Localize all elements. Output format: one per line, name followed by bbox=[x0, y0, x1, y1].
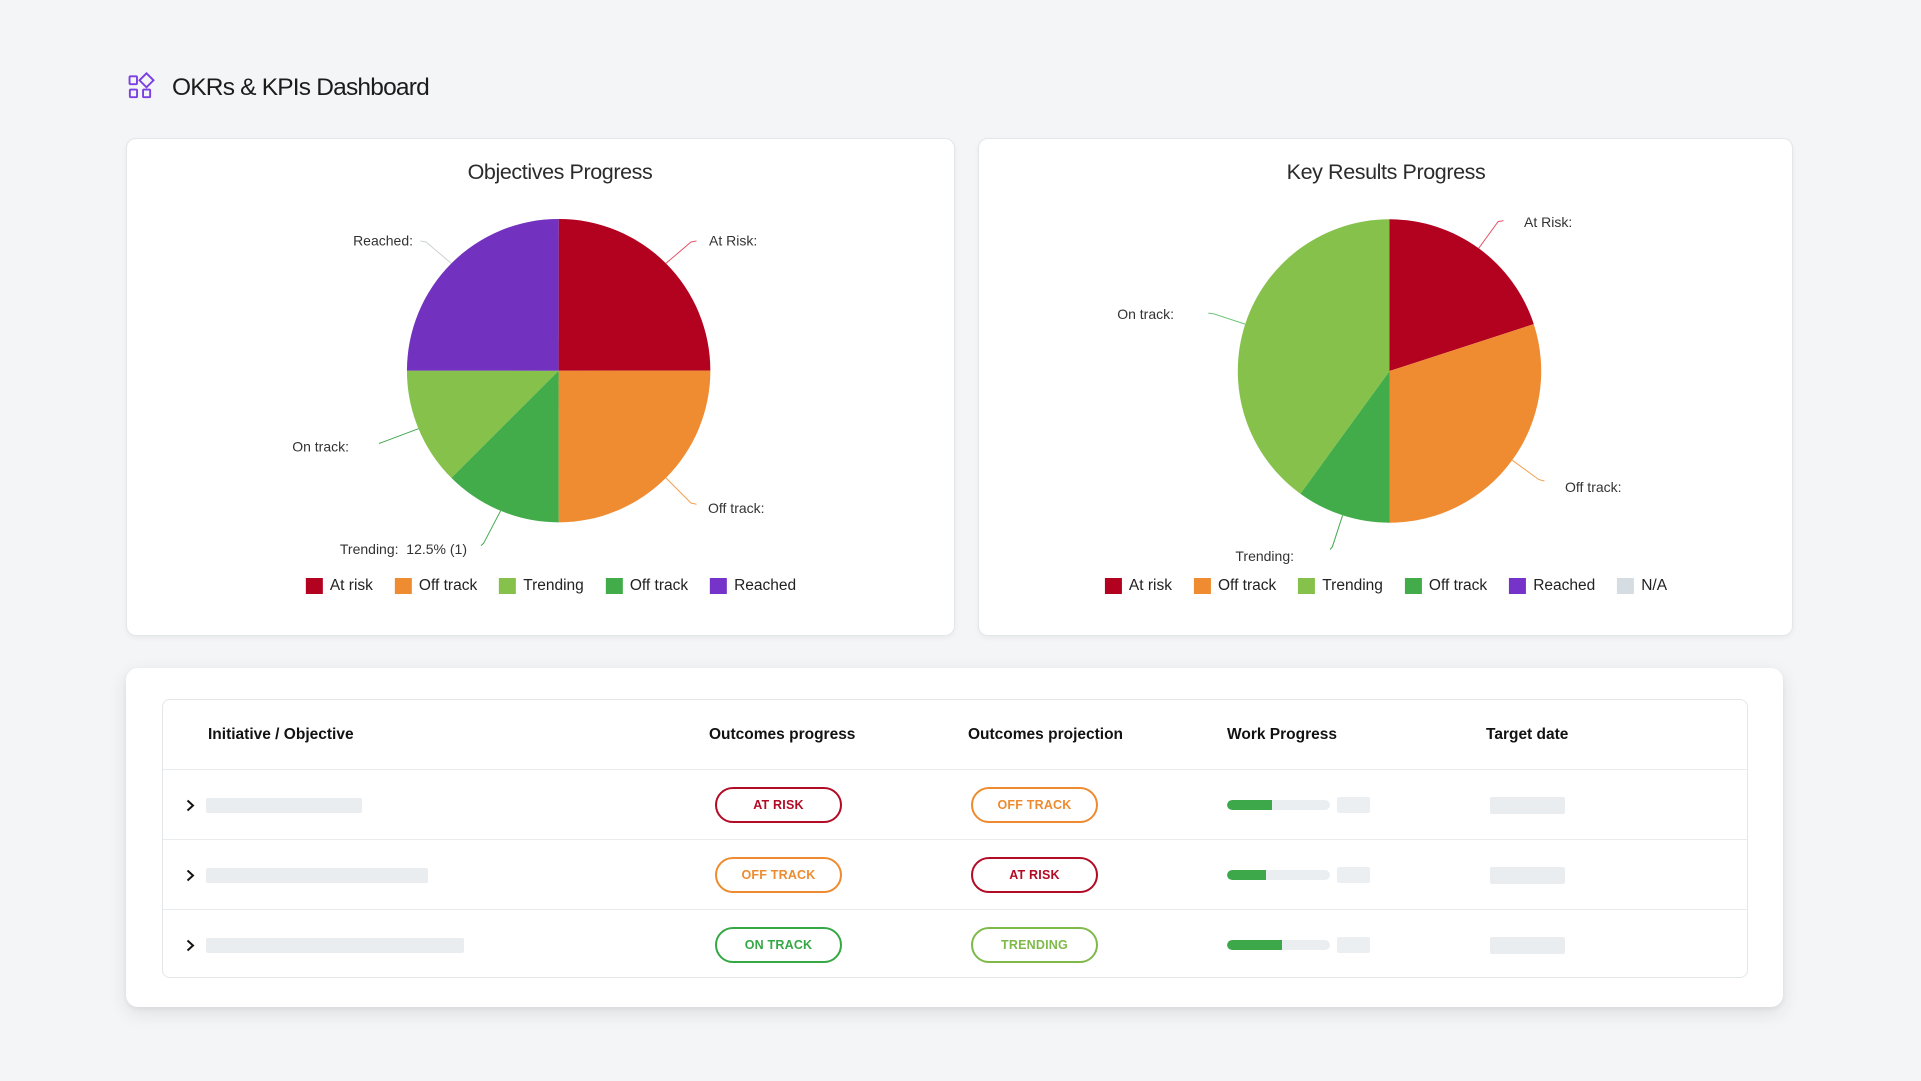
svg-text:Trending: 12.5% (1): Trending: 12.5% (1) bbox=[340, 541, 467, 557]
svg-text:Trending:: Trending: bbox=[1235, 548, 1294, 564]
svg-text:Off track:: Off track: bbox=[1565, 479, 1622, 495]
svg-text:Reached:: Reached: bbox=[353, 233, 413, 249]
svg-text:At Risk:: At Risk: bbox=[1524, 214, 1572, 230]
svg-text:Off track:: Off track: bbox=[708, 500, 765, 516]
svg-text:On track:: On track: bbox=[1117, 306, 1174, 322]
svg-text:On track:: On track: bbox=[292, 439, 349, 455]
svg-text:At Risk:: At Risk: bbox=[709, 233, 757, 249]
